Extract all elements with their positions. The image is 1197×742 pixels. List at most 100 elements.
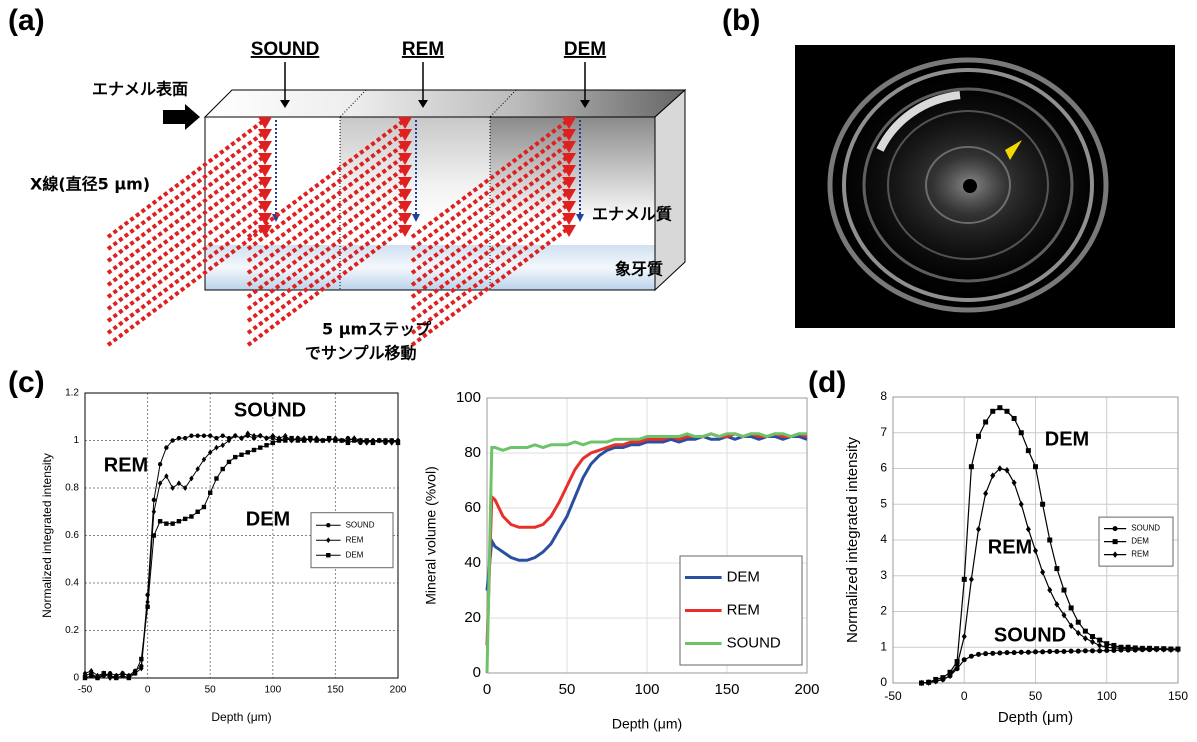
marker [954, 661, 960, 669]
marker [220, 466, 225, 472]
marker [164, 521, 169, 526]
marker [1082, 635, 1088, 642]
marker [339, 438, 344, 443]
marker [1139, 645, 1145, 653]
marker [961, 657, 967, 663]
marker [157, 519, 163, 524]
plot-frame [892, 396, 1179, 684]
marker [1033, 649, 1038, 655]
marker [220, 433, 225, 438]
panel-label: (d) [808, 366, 846, 399]
box-top [203, 89, 687, 118]
ring [887, 110, 1049, 260]
marker [997, 405, 1003, 411]
column-label: REM [402, 39, 444, 60]
marker [1147, 645, 1152, 653]
y-tick-label: 40 [464, 554, 481, 571]
legend-label: SOUND [727, 634, 781, 651]
marker [251, 432, 257, 439]
marker [961, 633, 967, 640]
y-tick-label: 4 [880, 532, 887, 546]
marker [1068, 605, 1074, 611]
step-label: 5 μmステップ [322, 320, 432, 339]
marker [145, 604, 150, 609]
column-label: SOUND [251, 39, 320, 60]
marker [176, 480, 182, 487]
pointer-head [418, 100, 428, 108]
marker [326, 523, 331, 528]
marker [270, 432, 275, 439]
marker [961, 576, 967, 582]
marker [82, 670, 88, 677]
y-tick-label: 8 [880, 389, 887, 403]
plot-frame [486, 397, 808, 674]
x-tick-label: 100 [264, 685, 281, 696]
marker [976, 526, 981, 533]
y-tick-label: 1.2 [65, 388, 79, 399]
marker [383, 438, 388, 443]
marker [189, 514, 194, 519]
marker [1090, 648, 1095, 654]
marker [1111, 644, 1117, 652]
marker [214, 476, 219, 481]
marker [195, 466, 200, 472]
marker [314, 438, 319, 443]
marker [968, 576, 974, 583]
beam-head [398, 225, 412, 237]
x-tick-label: -50 [884, 689, 902, 703]
marker [1104, 644, 1110, 651]
y-tick-label: 0 [473, 664, 481, 681]
ring [925, 146, 1011, 224]
enamel-label: エナメル質 [592, 205, 672, 224]
marker [101, 671, 106, 676]
marker [208, 433, 213, 438]
marker [245, 430, 250, 437]
marker [126, 675, 132, 681]
beam-head [562, 177, 576, 189]
panel-label: (b) [722, 4, 760, 37]
ring [827, 57, 1109, 313]
marker [170, 521, 175, 526]
y-tick-label: 0.6 [65, 530, 79, 541]
marker [151, 497, 157, 503]
marker [1018, 430, 1024, 436]
marker [164, 445, 169, 450]
marker [245, 450, 250, 455]
divider [489, 89, 517, 118]
marker [270, 440, 275, 446]
marker [1054, 649, 1060, 655]
marker [176, 519, 182, 524]
legend-label: DEM [346, 550, 364, 559]
marker [1097, 648, 1103, 654]
marker [1082, 648, 1088, 654]
dentin-label: 象牙質 [615, 260, 663, 279]
marker [226, 459, 232, 465]
y-tick-label: 3 [880, 568, 887, 582]
x-tick-label: 150 [1168, 689, 1188, 703]
x-tick-label: 100 [634, 681, 659, 698]
marker [1025, 526, 1031, 533]
y-tick-label: 0 [880, 675, 887, 689]
beam-stop [963, 179, 977, 193]
marker [1104, 641, 1110, 647]
marker [1004, 650, 1010, 656]
beam-head [258, 129, 272, 141]
column-label: DEM [564, 39, 606, 60]
y-tick-label: 2 [880, 604, 887, 618]
marker [233, 454, 238, 460]
x-axis-label: Depth (μm) [211, 710, 271, 724]
marker [289, 435, 294, 441]
series-line [485, 434, 808, 591]
y-tick-label: 0 [73, 673, 79, 684]
y-axis-label: Normalized integrated intensity [844, 437, 861, 643]
surface-arrow [163, 104, 200, 130]
marker [189, 433, 194, 438]
legend-label: REM [346, 535, 364, 544]
beam-head [398, 213, 412, 225]
beam-head [562, 153, 576, 165]
marker [151, 533, 157, 538]
y-tick-label: 5 [880, 496, 887, 510]
marker [326, 553, 331, 558]
marker [1112, 551, 1118, 558]
divider [339, 89, 367, 118]
